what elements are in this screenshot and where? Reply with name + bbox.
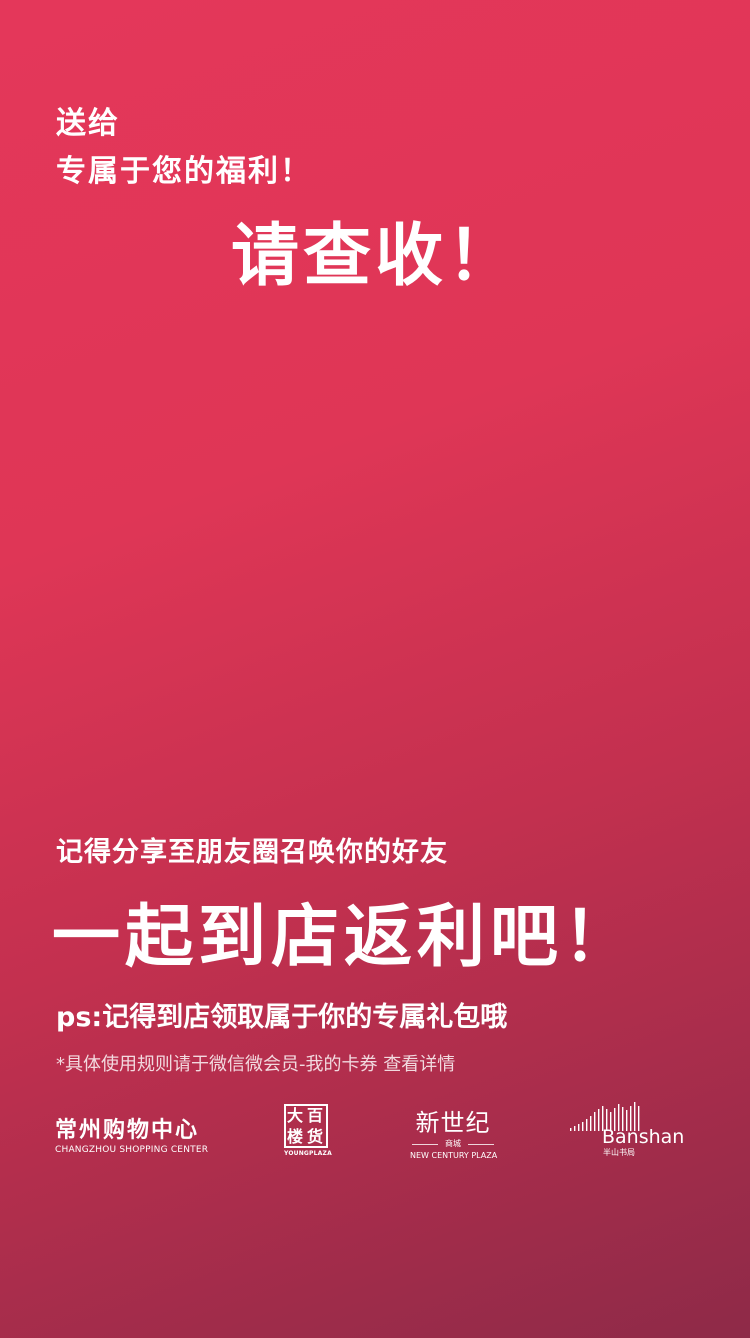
headline: 请查收！ — [230, 217, 519, 296]
share-reminder: 记得分享至朋友圈召唤你的好友 — [56, 837, 448, 868]
new-century-plaza-logo: 新世纪 商城 NEW CENTURY PLAZA — [410, 1108, 498, 1161]
youngplaza-logo: 大 百 楼 货 YOUNGPLAZA — [284, 1104, 332, 1157]
youngplaza-mark: 大 百 楼 货 — [284, 1104, 328, 1148]
century-logo-cn: 新世纪 — [415, 1109, 491, 1137]
ps-note: ps:记得到店领取属于你的专属礼包哦 — [56, 1002, 508, 1033]
youngplaza-char-4: 货 — [307, 1127, 324, 1146]
banshan-skyline-icon — [570, 1102, 640, 1131]
call-to-action: 一起到店返利吧！ — [52, 898, 637, 977]
banshan-logo: Banshan 半山书局 — [568, 1100, 698, 1164]
youngplaza-char-3: 楼 — [287, 1127, 304, 1146]
changzhou-logo-cn: 常州购物中心 — [55, 1118, 200, 1143]
banshan-logo-cn: 半山书局 — [603, 1148, 635, 1157]
changzhou-logo-en: CHANGZHOU SHOPPING CENTER — [55, 1145, 209, 1155]
century-logo-sub: 商城 — [410, 1138, 496, 1150]
rules-note: *具体使用规则请于微信微会员-我的卡券 查看详情 — [56, 1054, 456, 1075]
youngplaza-char-1: 大 — [287, 1106, 304, 1125]
partner-logos: 常州购物中心 CHANGZHOU SHOPPING CENTER 大 百 楼 货… — [0, 1100, 750, 1170]
changzhou-shopping-center-logo: 常州购物中心 CHANGZHOU SHOPPING CENTER — [55, 1118, 208, 1156]
intro-line-2: 专属于您的福利！ — [56, 154, 312, 189]
youngplaza-char-2: 百 — [307, 1106, 324, 1125]
century-logo-en: NEW CENTURY PLAZA — [410, 1151, 498, 1160]
intro-text: 送给 专属于您的福利！ — [56, 100, 312, 196]
youngplaza-logo-en: YOUNGPLAZA — [284, 1150, 332, 1157]
banshan-logo-en: Banshan — [602, 1126, 685, 1148]
intro-line-1: 送给 — [56, 106, 120, 141]
